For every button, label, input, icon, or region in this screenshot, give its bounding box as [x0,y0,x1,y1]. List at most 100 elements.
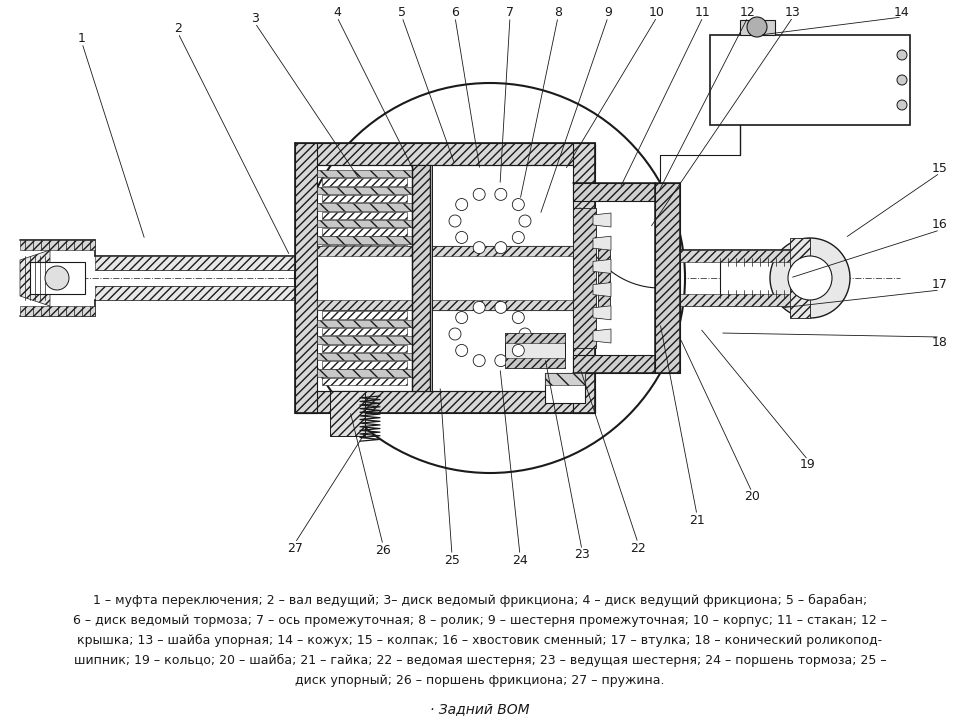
Text: 27: 27 [287,541,303,554]
Text: 19: 19 [800,459,816,472]
Polygon shape [593,213,611,227]
Bar [598,238,610,318]
Bar [412,165,430,391]
Circle shape [473,355,485,366]
Bar [317,320,412,327]
Circle shape [519,328,531,340]
Text: 26: 26 [375,544,391,557]
Circle shape [519,215,531,227]
Text: 21: 21 [689,513,705,526]
Circle shape [897,100,907,110]
Text: диск упорный; 26 – поршень фрикциона; 27 – пружина.: диск упорный; 26 – поршень фрикциона; 27… [296,674,664,687]
Text: 6: 6 [451,6,459,19]
Bar [317,246,573,310]
Bar [680,250,790,262]
Bar [295,143,595,165]
Text: 1 – муфта переключения; 2 – вал ведущий; 3– диск ведомый фрикциона; 4 – диск вед: 1 – муфта переключения; 2 – вал ведущий;… [93,594,867,607]
Bar [317,369,412,377]
Text: 18: 18 [932,336,948,348]
Bar [322,311,407,319]
Bar [505,358,565,368]
Text: 25: 25 [444,554,460,567]
Text: 16: 16 [932,218,948,232]
Circle shape [788,256,832,300]
Circle shape [897,75,907,85]
Text: 7: 7 [506,6,514,19]
Circle shape [494,302,507,313]
Circle shape [473,302,485,313]
Bar [790,238,810,318]
Bar [322,378,407,385]
Circle shape [513,344,524,356]
Text: 24: 24 [512,554,528,567]
Polygon shape [593,282,611,297]
Text: 9: 9 [604,6,612,19]
Bar [95,256,335,270]
Bar [317,336,412,343]
Bar [573,355,655,373]
Bar [573,143,595,413]
Bar [322,195,407,202]
Bar [655,183,680,373]
Bar [317,300,573,310]
Bar [322,179,407,186]
Circle shape [513,231,524,243]
Bar [322,328,407,336]
Circle shape [494,355,507,366]
Bar [710,35,910,125]
Circle shape [747,17,767,37]
Text: 17: 17 [932,279,948,292]
Circle shape [456,199,468,210]
Text: 4: 4 [333,6,341,19]
Circle shape [456,312,468,323]
Text: крышка; 13 – шайба упорная; 14 – кожух; 15 – колпак; 16 – хвостовик сменный; 17 : крышка; 13 – шайба упорная; 14 – кожух; … [78,634,882,647]
Bar [295,143,317,413]
Text: 13: 13 [785,6,801,19]
Bar [420,165,432,391]
Text: 3: 3 [252,12,259,24]
Bar [505,333,565,343]
Polygon shape [593,259,611,274]
Text: 11: 11 [695,6,710,19]
Polygon shape [593,306,611,320]
Bar [95,286,335,300]
Text: · Задний ВОМ: · Задний ВОМ [430,702,530,716]
Circle shape [45,266,69,290]
Text: 15: 15 [932,161,948,174]
Bar [20,306,95,316]
Bar [330,391,365,436]
Bar [680,294,790,306]
Bar [720,258,790,298]
Bar [322,344,407,352]
Bar [545,373,585,385]
Text: 23: 23 [574,549,589,562]
Circle shape [473,189,485,200]
Bar [322,245,407,252]
Text: 20: 20 [744,490,760,503]
Text: 10: 10 [649,6,665,19]
Polygon shape [593,236,611,250]
Bar [317,186,412,194]
Bar [322,228,407,235]
Bar [317,220,412,228]
Bar [740,20,775,35]
Circle shape [449,328,461,340]
Bar [317,353,412,360]
Text: шипник; 19 – кольцо; 20 – шайба; 21 – гайка; 22 – ведомая шестерня; 23 – ведущая: шипник; 19 – кольцо; 20 – шайба; 21 – га… [74,654,886,667]
Circle shape [473,242,485,253]
Text: 8: 8 [554,6,562,19]
Text: 14: 14 [894,6,910,19]
Polygon shape [593,329,611,343]
Text: 22: 22 [630,541,646,554]
Circle shape [449,215,461,227]
Bar [322,361,407,369]
Bar [322,212,407,219]
Bar [317,236,412,244]
Circle shape [494,189,507,200]
Bar [505,333,565,368]
Circle shape [513,312,524,323]
Bar [545,373,585,403]
Bar [317,203,412,211]
Bar [20,240,95,250]
Circle shape [897,50,907,60]
